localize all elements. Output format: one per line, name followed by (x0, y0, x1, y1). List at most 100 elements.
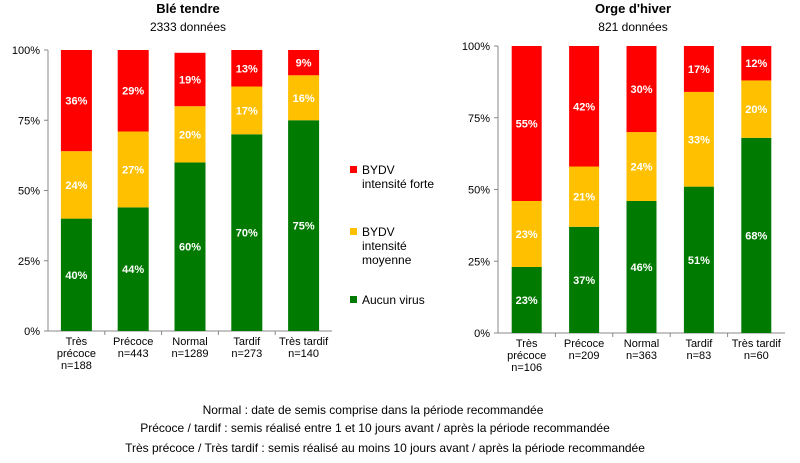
legend-label: BYDV (362, 225, 395, 239)
bar-segment-aucun (174, 162, 206, 331)
category-label: Très (516, 338, 538, 350)
bar-segment-moyenne (683, 91, 714, 187)
data-label: 24% (630, 162, 652, 174)
bar-segment-aucun (511, 266, 542, 333)
footnote-precoce-tardif: Précoce / tardif : semis réalisé entre 1… (140, 421, 610, 435)
category-label: n=1289 (171, 348, 208, 360)
y-tick-label: 100% (462, 41, 490, 53)
chart-ble-tendre: Blé tendre 2333 données 0% 25% 50% 75% 100% 40%… (12, 1, 332, 372)
bar-segment-forte (288, 50, 320, 76)
legend-label: intensité forte (362, 177, 434, 191)
category-label: n=443 (118, 348, 149, 360)
legend-label: intensité (362, 239, 407, 253)
bar-segment-moyenne (741, 80, 772, 138)
data-label: 29% (122, 86, 144, 98)
data-label: 27% (122, 164, 144, 176)
data-label: 60% (179, 242, 201, 254)
bar-segment-moyenne (569, 166, 600, 227)
bar-segment-forte (231, 50, 263, 87)
bar-segment-moyenne (174, 106, 206, 163)
data-label: 33% (688, 134, 710, 146)
category-label: n=106 (511, 362, 542, 374)
bar-segment-aucun (626, 200, 657, 333)
data-label: 17% (236, 105, 258, 117)
data-label: 23% (516, 229, 538, 241)
data-label: 46% (630, 262, 652, 274)
y-tick-label: 25% (468, 256, 490, 268)
category-label: Normal (624, 338, 659, 350)
data-label: 17% (688, 64, 710, 76)
category-label: n=140 (288, 348, 319, 360)
data-label: 21% (573, 192, 595, 204)
bar-segment-aucun (569, 226, 600, 333)
bar-segment-forte (741, 46, 772, 81)
y-tick-label: 0% (24, 326, 40, 338)
legend-label: Aucun virus (362, 293, 425, 307)
data-label: 19% (179, 75, 201, 87)
data-label: 36% (65, 96, 87, 108)
chart-title: Blé tendre (156, 1, 220, 16)
y-tick-label: 0% (474, 328, 490, 340)
category-label: n=188 (61, 360, 92, 372)
y-tick-label: 50% (468, 185, 490, 197)
footnotes: Normal : date de semis comprise dans la … (125, 403, 645, 455)
data-label: 12% (745, 58, 767, 70)
y-tick-label: 50% (18, 186, 40, 198)
data-label: 20% (745, 104, 767, 116)
bar-segment-forte (60, 50, 92, 152)
category-label: Très tardif (279, 336, 329, 348)
footnote-normal: Normal : date de semis comprise dans la … (203, 403, 544, 417)
data-label: 70% (236, 228, 258, 240)
legend-label: moyenne (362, 253, 412, 267)
bar-segment-forte (511, 46, 542, 201)
data-label: 42% (573, 101, 595, 113)
legend-swatch-moyenne (350, 228, 357, 235)
category-label: n=363 (626, 350, 657, 362)
data-label: 20% (179, 129, 201, 141)
category-label: n=83 (687, 350, 712, 362)
bar-segment-forte (569, 46, 600, 167)
bar-segment-aucun (117, 207, 149, 331)
legend-swatch-forte (350, 166, 357, 173)
data-label: 30% (630, 84, 652, 96)
legend-label: BYDV (362, 163, 395, 177)
y-tick-label: 75% (468, 113, 490, 125)
bar-segment-moyenne (231, 86, 263, 135)
data-label: 44% (122, 264, 144, 276)
legend-swatch-aucun (350, 296, 357, 303)
data-label: 16% (293, 93, 315, 105)
bar-segment-aucun (60, 218, 92, 331)
data-label: 55% (516, 118, 538, 130)
category-label: Précoce (564, 338, 604, 350)
bar-segment-aucun (288, 120, 320, 331)
bar-segment-aucun (683, 186, 714, 333)
data-label: 24% (65, 180, 87, 192)
bar-segment-forte (174, 52, 206, 107)
data-label: 75% (293, 221, 315, 233)
data-label: 40% (65, 270, 87, 282)
bar-segment-aucun (231, 134, 263, 331)
bar-segment-moyenne (117, 131, 149, 208)
bar-segment-forte (117, 50, 149, 132)
data-label: 37% (573, 275, 595, 287)
data-label: 13% (236, 63, 258, 75)
chart-orge-hiver: Orge d'hiver 821 données 0% 25% 50% 75% 100% 23… (462, 1, 785, 374)
chart-title: Orge d'hiver (595, 1, 671, 16)
bar-segment-aucun (741, 137, 772, 333)
bar-segment-moyenne (626, 132, 657, 201)
bar-segment-moyenne (288, 75, 320, 121)
category-label: Très (66, 336, 88, 348)
data-label: 68% (745, 230, 767, 242)
category-label: n=209 (569, 350, 600, 362)
category-label: Normal (172, 336, 207, 348)
bar-segment-moyenne (60, 151, 92, 219)
data-label: 9% (296, 58, 312, 70)
data-label: 51% (688, 255, 710, 267)
data-label: 23% (516, 295, 538, 307)
bar-segment-moyenne (511, 200, 542, 267)
chart-subtitle: 2333 données (150, 20, 226, 34)
footnote-tres-precoce-tres-tardif: Très précoce / Très tardif : semis réali… (125, 441, 645, 455)
category-label: précoce (507, 350, 546, 362)
